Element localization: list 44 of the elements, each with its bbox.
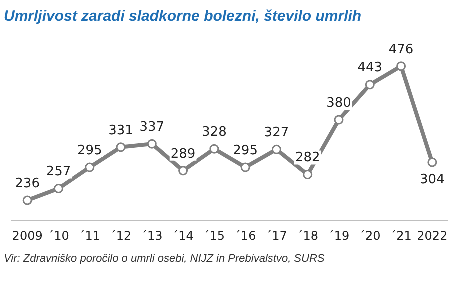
data-label: 328 (202, 124, 227, 140)
point (178, 166, 188, 176)
data-label: 257 (46, 164, 72, 180)
x-tick-label: ´12 (110, 228, 132, 243)
x-tick-label: ´14 (172, 228, 194, 243)
x-tick-label: ´19 (328, 228, 350, 243)
text: Vir: Zdravniško poročilo o umrli osebi, NIJZ in Prebivalstvo, SURS (4, 253, 326, 265)
point (303, 170, 313, 180)
point (54, 184, 64, 194)
data-label: 337 (140, 120, 165, 135)
data-label: 476 (388, 42, 414, 58)
point (334, 115, 344, 125)
point (428, 158, 438, 168)
point (85, 162, 95, 172)
point (116, 142, 126, 152)
x-tick-label: ´13 (142, 228, 163, 243)
data-label: 304 (420, 172, 445, 188)
data-label: 282 (295, 150, 320, 166)
data-label: 236 (15, 176, 40, 192)
data-label: 380 (326, 96, 352, 111)
point (22, 196, 32, 206)
x-tick-label: ´11 (79, 228, 100, 243)
point (365, 80, 375, 90)
x-tick-label: 2022 (417, 228, 448, 243)
point (396, 62, 406, 72)
data-label: 289 (170, 146, 196, 162)
point (240, 162, 250, 172)
x-tick-label: ´18 (297, 228, 318, 243)
point (147, 139, 157, 149)
x-tick-label: ´16 (234, 228, 256, 243)
x-tick-label: ´20 (360, 228, 381, 243)
data-label: 331 (108, 123, 134, 138)
point (272, 144, 282, 154)
x-tick-label: ´10 (48, 228, 70, 243)
chart-title: Umrljivost zaradi sladkorne bolezni, število umrlih (4, 8, 363, 25)
data-label: 295 (77, 143, 102, 158)
x-tick-label: 2009 (12, 228, 43, 243)
data-label: 327 (264, 126, 290, 141)
x-tick-label: ´17 (266, 228, 288, 243)
data-label: 443 (358, 60, 383, 76)
data-label: 295 (233, 143, 258, 158)
x-tick-label: ´21 (390, 228, 412, 243)
point (210, 144, 220, 154)
x-tick-label: ´15 (204, 228, 226, 243)
